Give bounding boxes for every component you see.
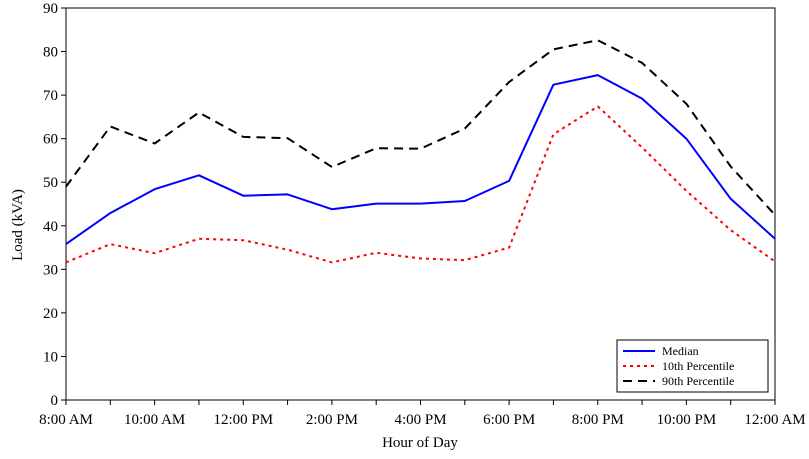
y-tick-label: 0 [51,393,59,409]
x-tick-label: 2:00 PM [306,412,358,428]
x-tick-label: 8:00 PM [572,412,624,428]
x-tick-label: 10:00 PM [657,412,717,428]
y-tick-label: 30 [43,262,58,278]
legend-box [616,339,769,393]
x-tick-label: 8:00 AM [39,412,93,428]
series-line-10th-percentile [65,105,776,264]
y-tick-label: 70 [43,88,58,104]
series-group [65,39,776,264]
x-axis-label: Hour of Day [382,435,458,451]
y-tick-label: 60 [43,132,58,148]
y-tick-label: 90 [43,1,58,17]
legend-label-median: Median [662,344,699,358]
series-line-median [65,74,776,245]
x-tick-label: 4:00 PM [394,412,446,428]
x-tick-label: 10:00 AM [124,412,185,428]
legend-label-10th-percentile: 10th Percentile [662,359,734,373]
y-axis-label: Load (kVA) [10,189,26,261]
y-tick-label: 50 [43,175,58,191]
y-axis: 0 10 20 30 40 50 60 70 80 90 [43,1,66,409]
x-tick-label: 6:00 PM [483,412,535,428]
x-tick-label: 12:00 PM [213,412,273,428]
series-line-90th-percentile [65,39,776,216]
legend-label-90th-percentile: 90th Percentile [662,374,734,388]
y-tick-label: 80 [43,45,58,61]
x-axis: 8:00 AM 10:00 AM 12:00 PM 2:00 PM 4:00 PM 6:0… [39,400,806,428]
y-tick-label: 10 [43,349,58,365]
y-tick-label: 20 [43,306,58,322]
y-tick-label: 40 [43,219,58,235]
x-tick-label: 12:00 AM [744,412,805,428]
